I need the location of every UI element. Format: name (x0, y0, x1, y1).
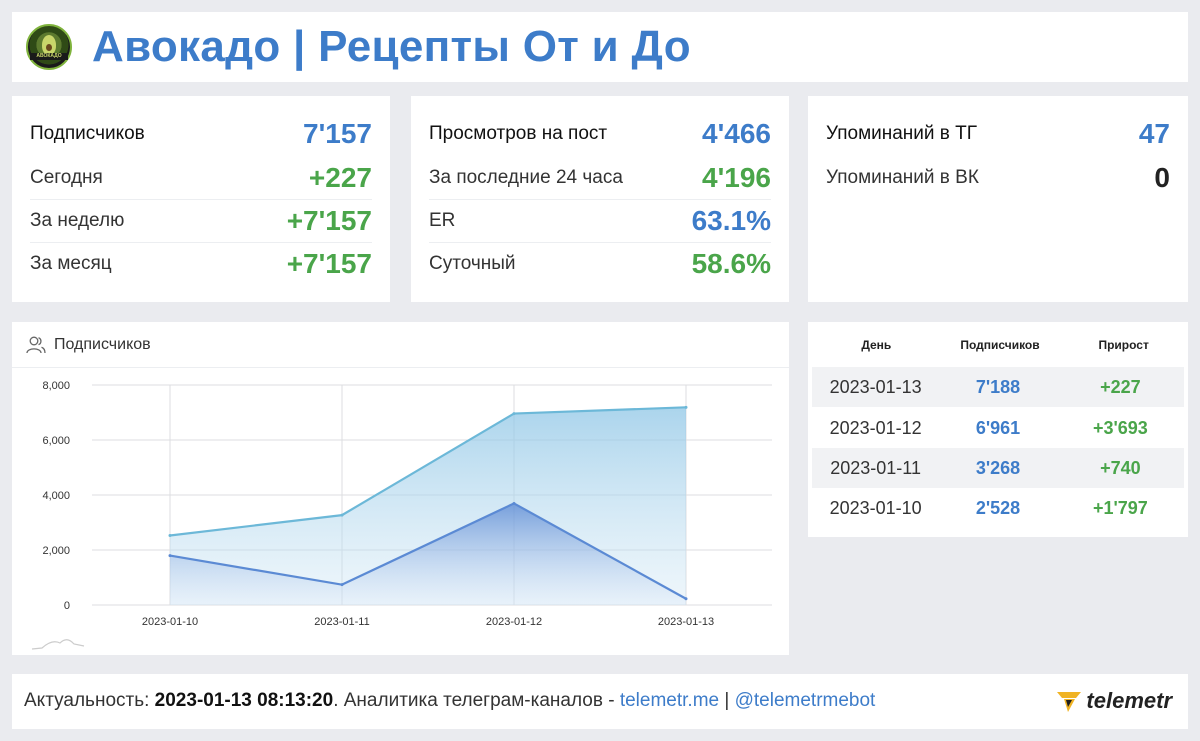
x-tick-label: 2023-01-10 (142, 616, 198, 628)
data-point (512, 412, 516, 416)
er-value: 63.1% (691, 205, 771, 236)
data-point (340, 513, 344, 517)
row-date: 2023-01-12 (829, 417, 922, 438)
mentions-tg-label: Упоминаний в ТГ (826, 122, 978, 144)
month-value: +7'157 (286, 248, 372, 279)
month-label: За месяц (30, 253, 112, 274)
header-growth: Прирост (1098, 338, 1149, 352)
mentions-vk-label: Упоминаний в ВК (826, 166, 979, 188)
footer-prefix: Актуальность: (24, 690, 155, 711)
views-label: Просмотров на пост (429, 122, 608, 144)
channel-title: Авокадо | Рецепты От и До (92, 22, 691, 71)
data-point (684, 405, 688, 409)
data-point (168, 554, 172, 558)
table-header: День Подписчиков Прирост (808, 322, 1188, 368)
row-date: 2023-01-11 (830, 457, 921, 478)
footer-text: Актуальность: 2023-01-13 08:13:20. Анали… (24, 690, 875, 712)
header-subscribers: Подписчиков (960, 338, 1040, 352)
telemetr-brand[interactable]: telemetr (1056, 688, 1172, 714)
table-row: 2023-01-12 6'961 +3'693 (812, 408, 1184, 448)
y-axis-ticks: 8,000 6,000 4,000 2,000 0 (42, 380, 70, 612)
views-24h-row: За последние 24 часа 4'196 (429, 156, 771, 199)
telemetr-logo-icon (1057, 692, 1082, 712)
today-value: +227 (308, 161, 372, 193)
y-tick-label: 8,000 (42, 380, 70, 392)
telemetr-brand-name: telemetr (1086, 688, 1172, 713)
row-growth: +227 (1100, 376, 1141, 397)
data-point (168, 533, 172, 537)
series-line-0 (169, 406, 687, 537)
y-tick-label: 0 (64, 600, 70, 612)
y-tick-label: 4,000 (42, 490, 70, 502)
subscribers-today-row: Сегодня +227 (30, 156, 372, 199)
mentions-tg-value: 47 (1138, 117, 1170, 149)
channel-header: АВОКАДО Авокадо | Рецепты От и До (12, 12, 1188, 82)
table-row: 2023-01-11 3'268 +740 (812, 448, 1184, 488)
footer-separator: | (719, 690, 735, 711)
week-value: +7'157 (286, 205, 372, 236)
row-date: 2023-01-13 (829, 376, 922, 397)
daily-er-row: Суточный 58.6% (429, 242, 771, 285)
data-point (340, 583, 344, 587)
data-point (512, 501, 516, 505)
y-tick-label: 6,000 (42, 435, 70, 447)
subscribers-week-row: За неделю +7'157 (30, 199, 372, 242)
chart-header: Подписчиков (12, 322, 789, 368)
telemetr-site-link[interactable]: telemetr.me (619, 690, 720, 711)
mentions-vk-value: 0 (1154, 161, 1170, 193)
mini-chart-icon (31, 639, 85, 650)
chart-lines (168, 405, 688, 601)
x-tick-label: 2023-01-13 (658, 616, 714, 628)
row-growth: +740 (1100, 457, 1141, 478)
row-growth: +1'797 (1092, 497, 1148, 518)
row-subscribers: 7'188 (975, 376, 1021, 397)
mentions-card: Упоминаний в ТГ 47 Упоминаний в ВК 0 (808, 96, 1188, 302)
footer-middle: . Аналитика телеграм-каналов - (333, 690, 620, 711)
views-card: Просмотров на пост 4'466 За последние 24… (411, 96, 789, 302)
series-line-1 (169, 502, 687, 600)
series-area-1 (170, 503, 686, 605)
row-date: 2023-01-10 (829, 497, 922, 518)
x-axis-ticks: 2023-01-10 2023-01-11 2023-01-12 2023-01-13 (142, 616, 714, 628)
footer: Актуальность: 2023-01-13 08:13:20. Анали… (12, 674, 1188, 729)
chart-title: Подписчиков (54, 336, 151, 353)
week-label: За неделю (30, 210, 125, 231)
views-value: 4'466 (702, 117, 771, 149)
table-row: 2023-01-13 7'188 +227 (812, 367, 1184, 407)
row-subscribers: 2'528 (975, 497, 1021, 518)
x-tick-label: 2023-01-12 (486, 616, 542, 628)
row-growth: +3'693 (1092, 417, 1148, 438)
footer-timestamp: 2023-01-13 08:13:20 (154, 690, 334, 711)
logo-text: АВОКАДО (30, 53, 68, 60)
x-tick-label: 2023-01-11 (314, 616, 369, 628)
subscribers-card: Подписчиков 7'157 Сегодня +227 За неделю… (12, 96, 390, 302)
row-subscribers: 6'961 (975, 417, 1021, 438)
daily-er-value: 58.6% (691, 248, 771, 279)
header-day: День (861, 338, 892, 352)
er-row: ER 63.1% (429, 199, 771, 242)
table-row: 2023-01-10 2'528 +1'797 (812, 488, 1184, 528)
mentions-tg-row: Упоминаний в ТГ 47 (826, 112, 1170, 155)
daily-table: День Подписчиков Прирост 2023-01-13 7'18… (808, 322, 1188, 537)
subscribers-chart-card: Подписчиков 8,000 6,000 4,000 2,000 0 2023-0… (12, 322, 789, 655)
views-24h-value: 4'196 (702, 161, 771, 193)
data-point (684, 597, 688, 601)
subscribers-total-row: Подписчиков 7'157 (30, 112, 372, 155)
subscribers-label: Подписчиков (30, 122, 145, 144)
channel-logo: АВОКАДО (26, 24, 72, 70)
chart-areas (170, 407, 686, 605)
telemetr-bot-link[interactable]: @telemetrmebot (734, 690, 876, 711)
today-label: Сегодня (30, 166, 103, 188)
y-tick-label: 2,000 (42, 545, 70, 557)
subscribers-value: 7'157 (303, 117, 372, 149)
row-subscribers: 3'268 (975, 457, 1021, 478)
users-icon (26, 336, 46, 354)
mentions-vk-row: Упоминаний в ВК 0 (826, 156, 1170, 199)
views-total-row: Просмотров на пост 4'466 (429, 112, 771, 155)
views-24h-label: За последние 24 часа (429, 166, 623, 188)
subscribers-month-row: За месяц +7'157 (30, 242, 372, 285)
daily-er-label: Суточный (429, 253, 516, 274)
er-label: ER (429, 210, 456, 231)
